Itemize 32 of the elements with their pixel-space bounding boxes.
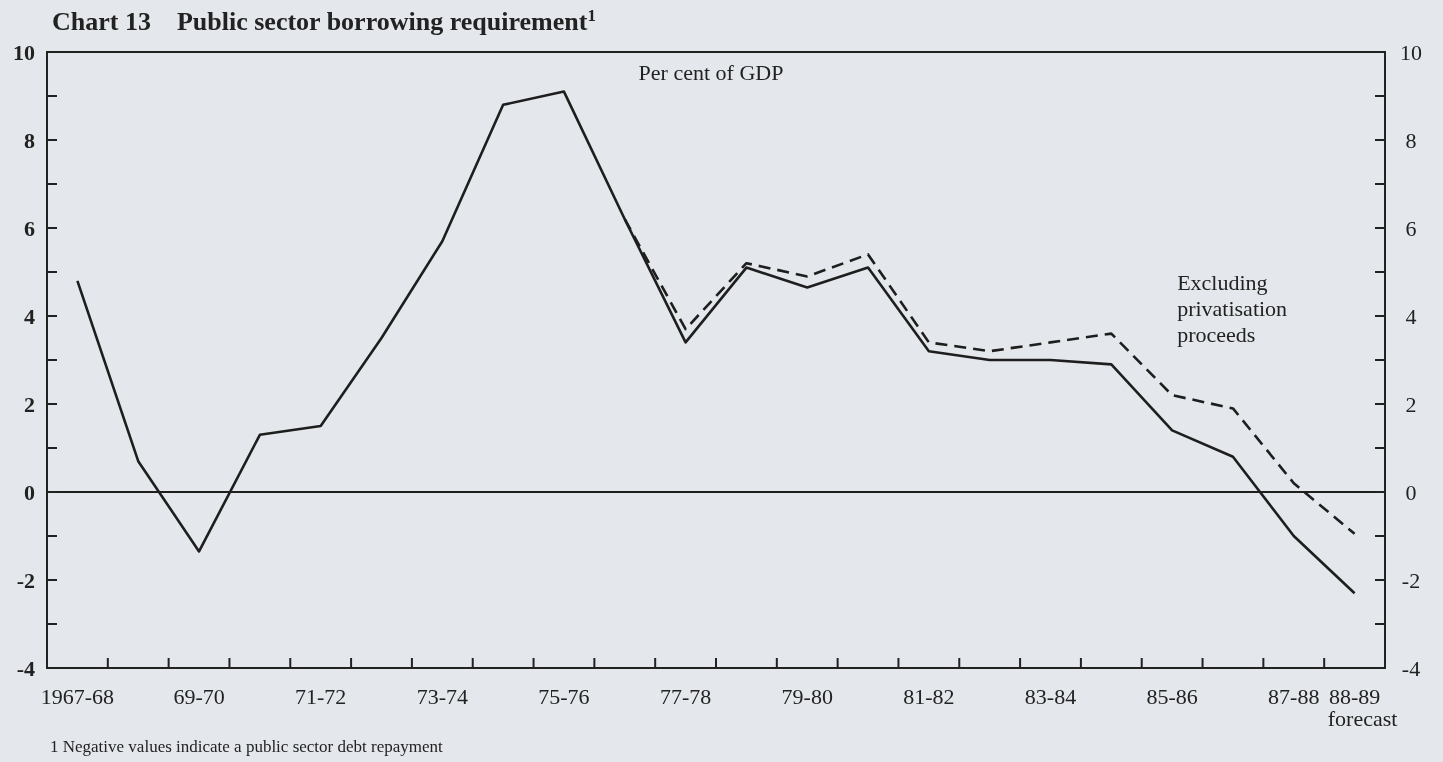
- y-tick-label: 10: [13, 39, 35, 65]
- y2-tick-label: 4: [1405, 303, 1417, 329]
- x-tick-label: 1967-68: [40, 684, 115, 709]
- y2-tick-label: 8: [1405, 127, 1417, 153]
- y-tick-label: 6: [24, 215, 35, 241]
- x-tick-label: 85-86: [1146, 684, 1198, 709]
- x-tick-label: 75-76: [538, 684, 590, 709]
- y-tick-label: 2: [24, 391, 35, 417]
- x-tick-label: 79-80: [781, 684, 833, 709]
- x-tick-label: 83-84: [1024, 684, 1077, 709]
- series-label: Excluding privatisation proceeds: [1177, 269, 1288, 347]
- y2-tick-label: 0: [1405, 479, 1417, 505]
- y2-tick-label: 10: [1400, 39, 1422, 65]
- y2-tick-label: 2: [1405, 391, 1417, 417]
- x-tick-label: 69-70: [173, 684, 225, 709]
- chart-title: Chart 13 Public sector borrowing requirement$^{1}$: [52, 5, 596, 36]
- x-tick-label: 88-89 forecast: [1327, 684, 1398, 731]
- y-axis-title: Per cent of GDP: [638, 60, 784, 85]
- y-tick-label: 4: [24, 303, 35, 329]
- y-tick-label: 0: [24, 479, 35, 505]
- y2-tick-label: -4: [1401, 655, 1421, 681]
- x-tick-label: 71-72: [295, 684, 347, 709]
- x-tick-label: 87-88: [1268, 684, 1320, 709]
- x-tick-label: 73-74: [416, 684, 468, 709]
- x-tick-label: 81-82: [903, 684, 955, 709]
- y-tick-label: -4: [16, 655, 35, 681]
- y-tick-label: -2: [16, 567, 35, 593]
- y2-tick-label: -2: [1401, 567, 1421, 593]
- text: 1 Negative values indicate a public sector debt repayment: [50, 737, 444, 756]
- y-tick-label: 8: [24, 127, 35, 153]
- x-tick-label: 77-78: [659, 684, 712, 709]
- y2-tick-label: 6: [1405, 215, 1417, 241]
